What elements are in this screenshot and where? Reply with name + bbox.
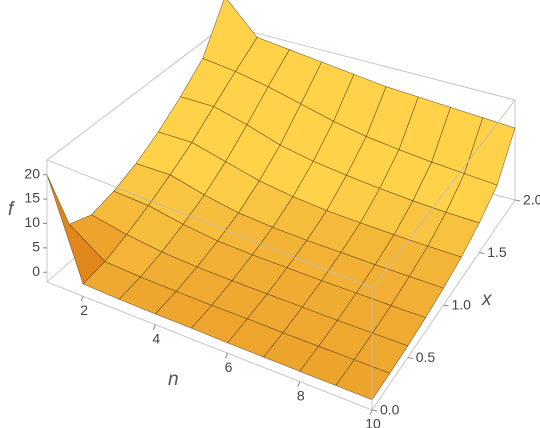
x-tick [479,252,485,254]
n-tick [297,381,301,387]
z-tick-label: 20 [24,165,40,181]
box-edge [46,281,373,411]
z-axis-title: f [8,199,15,220]
n-tick-label: 10 [365,416,381,428]
z-tick-label: 15 [24,190,40,206]
x-tick [514,199,521,202]
n-tick-label: 2 [80,302,88,318]
x-tick [407,357,413,359]
box-edge [224,24,516,101]
n-tick-label: 6 [225,359,233,375]
box-edge [46,159,373,289]
n-axis-title: n [168,369,179,390]
x-tick-label: 1.5 [487,244,507,260]
x-tick [371,409,378,412]
x-tick-label: 0.0 [380,402,400,418]
n-tick [225,352,229,359]
n-tick-label: 8 [297,387,305,403]
n-tick-label: 4 [152,330,160,346]
x-tick-label: 0.5 [416,349,436,365]
z-tick-label: 5 [32,239,40,255]
x-tick-label: 1.0 [452,297,472,313]
z-tick-label: 10 [24,214,40,230]
n-tick [369,409,373,416]
x-tick-label: 2.0 [523,192,540,208]
surface-patch [335,359,391,401]
box-edge [371,99,516,289]
n-tick [80,296,84,302]
x-tick [443,304,449,307]
x-axis-title: x [481,289,493,310]
z-tick-label: 0 [32,263,40,279]
n-tick [152,324,156,330]
box-edge [46,24,226,161]
